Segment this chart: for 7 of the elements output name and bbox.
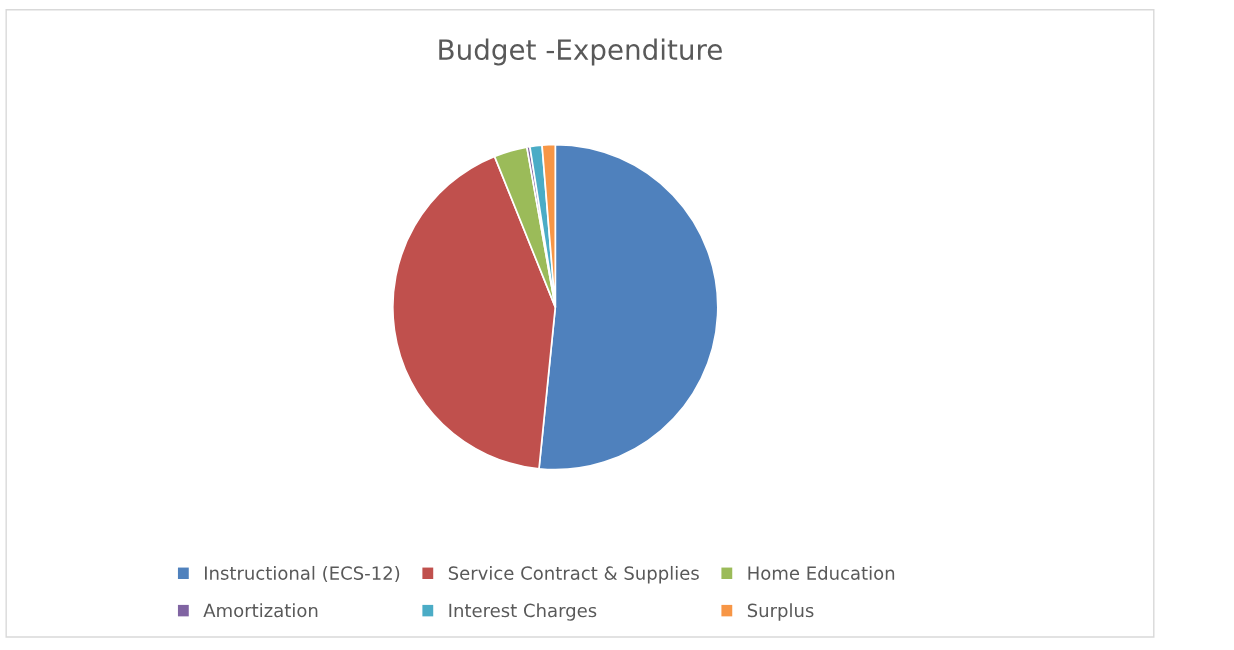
legend-label: Surplus: [747, 603, 814, 621]
legend-label: Amortization: [203, 603, 318, 618]
legend-label: Service Contract & Supplies: [448, 565, 699, 584]
legend-label: Interest Charges: [449, 603, 597, 621]
chart-title: Budget -Expenditure: [439, 38, 722, 66]
legend-label: Instructional (ECS-12): [204, 565, 400, 583]
legend-label: Home Education: [748, 565, 895, 580]
